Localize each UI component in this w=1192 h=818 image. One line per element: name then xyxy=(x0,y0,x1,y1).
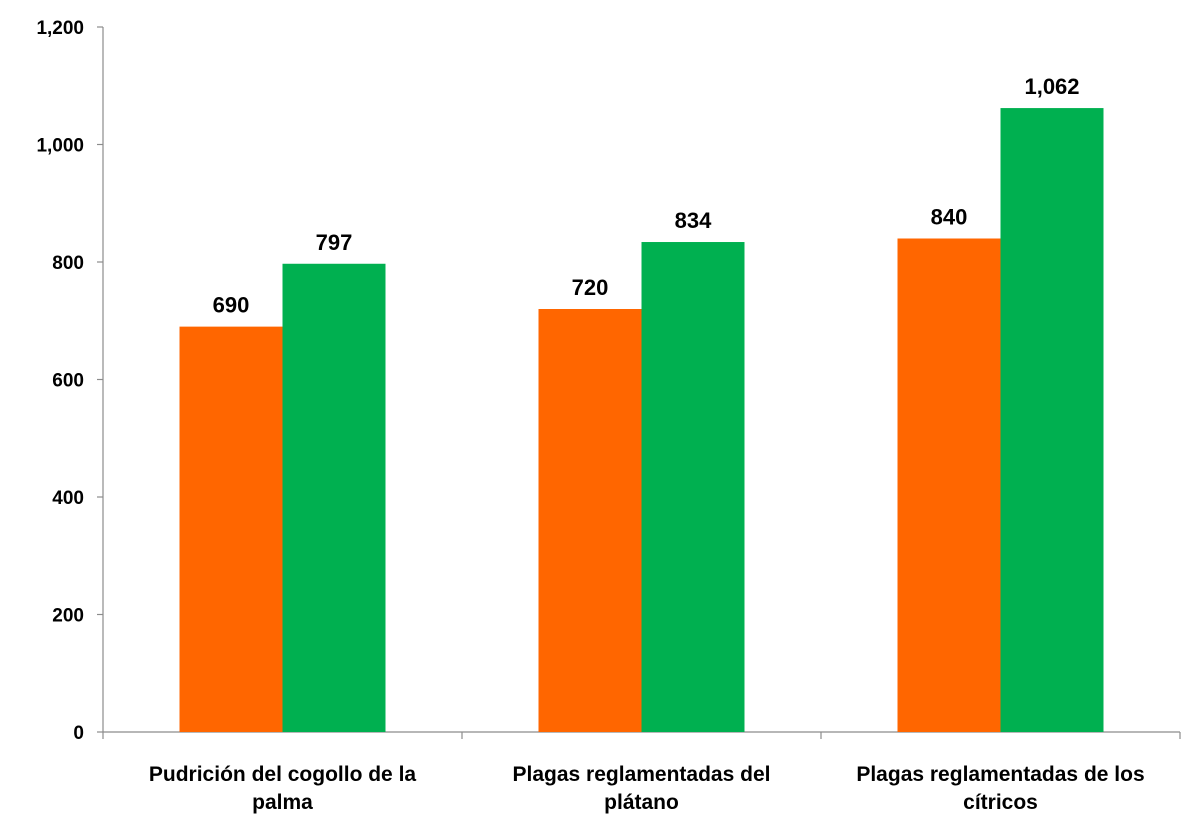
y-tick-label: 1,200 xyxy=(36,18,84,39)
x-category-label: cítricos xyxy=(963,791,1038,814)
y-tick-label: 200 xyxy=(52,606,84,627)
bar xyxy=(897,238,1001,732)
data-label: 720 xyxy=(572,275,609,300)
x-axis-category-labels: Pudrición del cogollo de la palma Plagas r… xyxy=(149,763,1145,814)
x-category-label: palma xyxy=(252,791,313,814)
bar xyxy=(282,263,386,732)
x-category-label: Pudrición del cogollo de la xyxy=(149,763,417,786)
y-tick-label: 400 xyxy=(52,488,84,509)
bar xyxy=(641,242,745,732)
y-tick-label: 600 xyxy=(52,371,84,392)
x-category-label: plátano xyxy=(604,791,679,814)
x-category-label: Plagas reglamentadas del xyxy=(513,763,771,786)
bar xyxy=(538,309,642,732)
y-tick-label: 0 xyxy=(73,723,84,744)
bar xyxy=(1000,108,1104,732)
data-label: 797 xyxy=(316,230,353,255)
y-tick-label: 800 xyxy=(52,253,84,274)
bars xyxy=(179,108,1104,732)
bar xyxy=(179,326,283,732)
data-label: 840 xyxy=(931,205,968,230)
data-labels: 690 797 720 834 840 1,062 xyxy=(213,74,1080,318)
data-label: 690 xyxy=(213,293,250,318)
x-category-label: Plagas reglamentadas de los xyxy=(856,763,1144,786)
y-axis-tick-labels: 0 200 400 600 800 1,000 1,200 xyxy=(36,18,84,744)
y-tick-label: 1,000 xyxy=(36,136,84,157)
data-label: 834 xyxy=(675,208,712,233)
data-label: 1,062 xyxy=(1024,74,1079,99)
